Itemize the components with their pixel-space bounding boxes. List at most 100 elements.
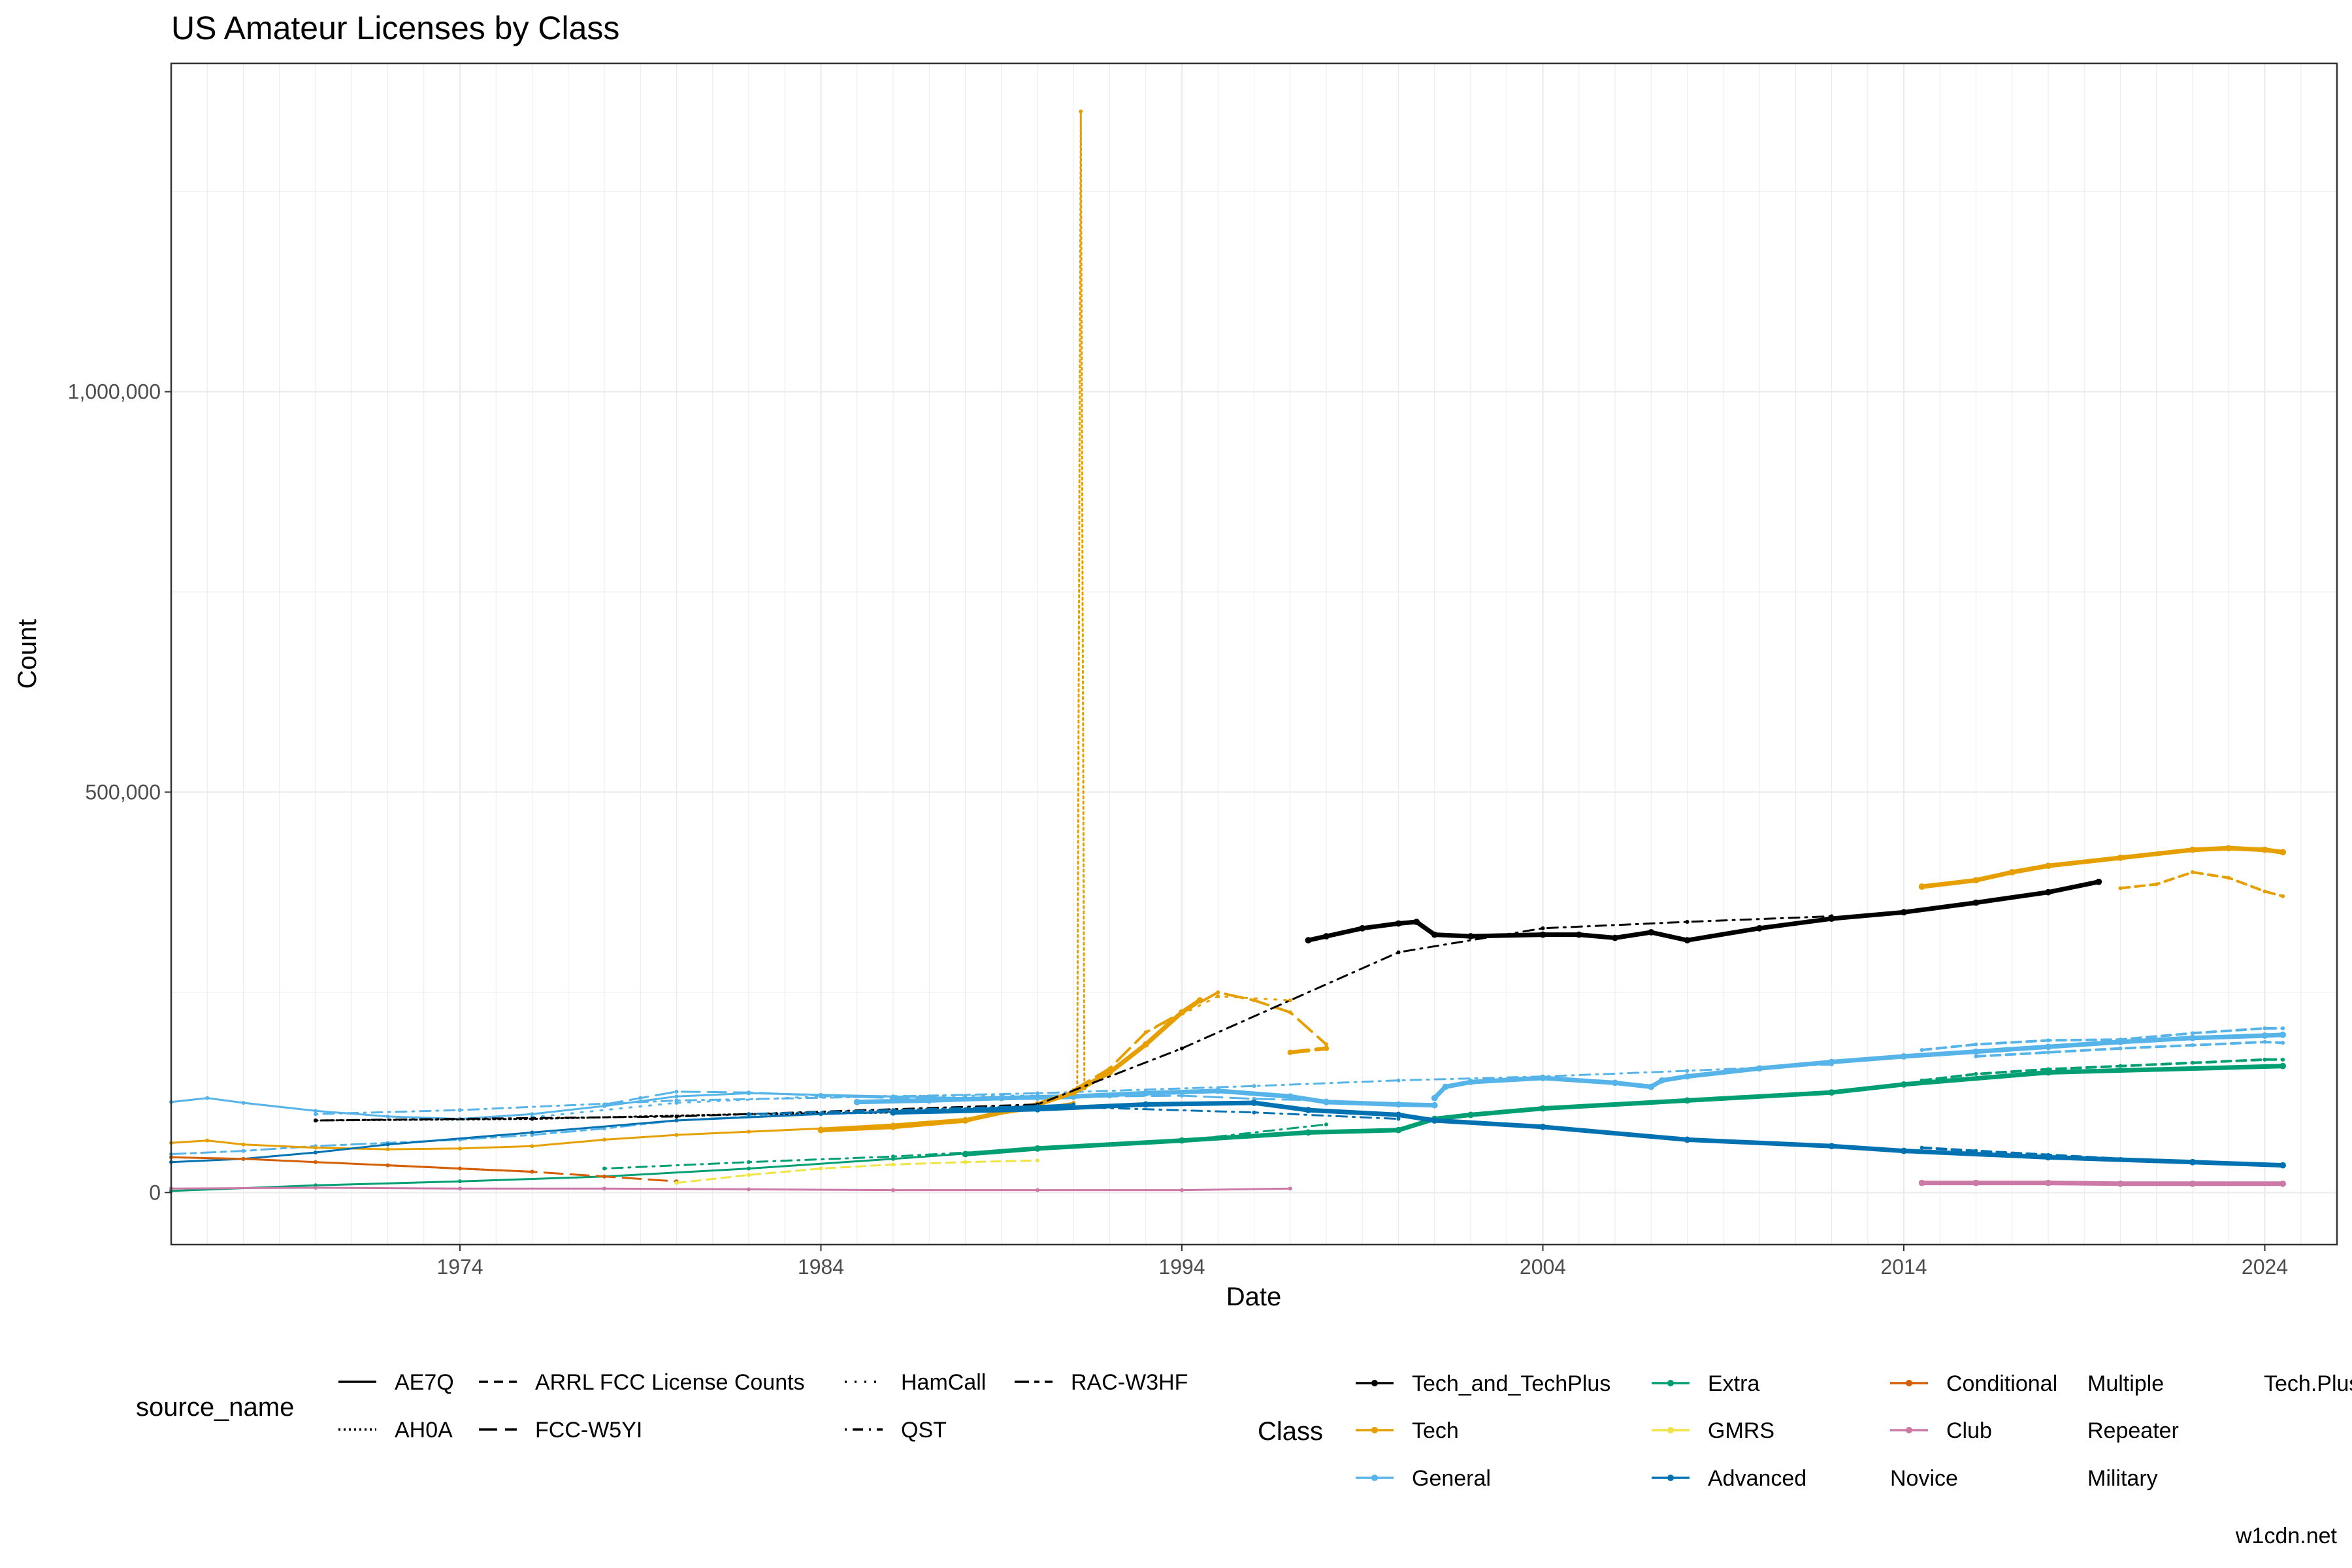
data-point — [2262, 1039, 2267, 1044]
data-point — [1107, 1066, 1112, 1071]
legend-label: Tech.Plus — [2264, 1371, 2352, 1396]
data-point — [385, 1142, 390, 1147]
data-point — [963, 1098, 968, 1102]
data-point — [819, 1166, 823, 1171]
data-point — [2045, 1179, 2051, 1186]
data-point — [2189, 846, 2196, 853]
data-point — [458, 1186, 462, 1191]
series-layer — [169, 109, 2287, 1193]
data-point — [2189, 1034, 2196, 1041]
data-point — [602, 1137, 606, 1142]
data-point — [2118, 886, 2123, 890]
series-conditional-fcc-w5yi — [385, 1163, 679, 1184]
data-point — [1252, 1110, 1256, 1115]
legend-label: Club — [1946, 1418, 1992, 1443]
data-point — [962, 1117, 969, 1124]
data-point — [205, 1096, 210, 1100]
data-point — [2008, 869, 2016, 875]
data-point — [747, 1160, 751, 1164]
data-point — [314, 1109, 318, 1113]
data-point — [747, 1090, 751, 1095]
grid-lines — [171, 63, 2338, 1245]
data-point — [1901, 1053, 1907, 1060]
series-general-fcc-w5yi — [602, 1089, 1328, 1107]
data-point — [1288, 998, 1292, 1003]
data-point — [2191, 1031, 2195, 1036]
class-legend-item-gmrs: GMRS — [1652, 1418, 1774, 1443]
data-point — [1305, 1129, 1312, 1136]
data-point — [1919, 1145, 1924, 1150]
data-point — [1901, 1147, 1907, 1154]
data-point — [1684, 1073, 1691, 1080]
data-point — [1180, 1138, 1184, 1143]
legend-label: Repeater — [2087, 1418, 2179, 1443]
series-line — [2119, 871, 2285, 898]
series-line — [1288, 1046, 1328, 1054]
data-point — [241, 1142, 246, 1147]
x-tick-label: 1984 — [798, 1255, 844, 1279]
legend-label: FCC-W5YI — [535, 1418, 642, 1443]
series-advanced-qst — [747, 1103, 1401, 1121]
data-point — [314, 1185, 318, 1190]
x-tick-label: 1994 — [1158, 1255, 1205, 1279]
data-point — [1901, 1081, 1907, 1088]
class-legend-item-repeater: Repeater — [2087, 1418, 2179, 1443]
data-point — [2117, 1180, 2124, 1187]
series-tech-ae7q — [1918, 845, 2287, 890]
data-point — [638, 1096, 643, 1100]
data-point — [1431, 931, 1438, 938]
class-legend-item-tech: Tech — [1356, 1418, 1459, 1443]
data-point — [2046, 1038, 2050, 1043]
data-point — [1036, 1146, 1039, 1151]
data-point — [530, 1112, 534, 1117]
data-point — [890, 1123, 896, 1130]
y-tick-label: 500,000 — [85, 780, 161, 804]
series-extra-qst — [602, 1122, 1328, 1171]
data-point — [458, 1166, 462, 1171]
data-point — [2046, 1050, 2050, 1054]
data-point — [2262, 1026, 2267, 1031]
data-point — [1180, 1188, 1184, 1192]
source-legend-item-ae7q: AE7Q — [338, 1370, 454, 1395]
data-point — [314, 1160, 318, 1164]
data-point — [1684, 1097, 1691, 1104]
legend-label: AH0A — [395, 1418, 453, 1443]
data-point — [2227, 875, 2231, 880]
x-tick-label: 2004 — [1520, 1255, 1566, 1279]
data-point — [1974, 1042, 1978, 1047]
data-point — [2118, 1046, 2123, 1051]
data-point — [2279, 1062, 2287, 1070]
series-line — [747, 1105, 1399, 1120]
legend-label: Military — [2087, 1466, 2158, 1491]
source-legend-item-ah0a: AH0A — [338, 1418, 453, 1443]
data-point — [385, 1163, 390, 1168]
legend-label: General — [1412, 1466, 1491, 1491]
data-point — [1324, 1098, 1328, 1103]
series-tech-and-techplus-ae7q — [1305, 878, 2102, 944]
data-point — [530, 1117, 534, 1121]
caption: w1cdn.net — [2235, 1524, 2338, 1548]
series-line — [676, 1159, 1039, 1184]
data-point — [674, 1181, 679, 1185]
class-legend-item-novice: Novice — [1890, 1466, 1958, 1491]
series-club-ae7q — [1918, 1179, 2287, 1187]
class-legend-item-conditional: Conditional — [1890, 1371, 2057, 1396]
data-point — [1648, 929, 1655, 936]
data-point — [1396, 950, 1401, 955]
legend-key-point — [1906, 1380, 1912, 1386]
data-point — [2191, 1160, 2195, 1164]
data-point — [458, 1179, 462, 1184]
data-point — [1431, 1094, 1438, 1102]
data-point — [2281, 1041, 2285, 1045]
data-point — [1685, 1069, 1690, 1073]
data-point — [2281, 1057, 2285, 1062]
data-point — [1142, 1041, 1149, 1048]
y-tick-label: 1,000,000 — [68, 380, 161, 404]
data-point — [241, 1149, 246, 1153]
data-point — [1648, 1083, 1655, 1090]
data-point — [1180, 1046, 1184, 1051]
legend-label: Multiple — [2087, 1371, 2164, 1396]
data-point — [2045, 862, 2051, 870]
data-point — [1413, 919, 1420, 925]
data-point — [1467, 1111, 1474, 1119]
